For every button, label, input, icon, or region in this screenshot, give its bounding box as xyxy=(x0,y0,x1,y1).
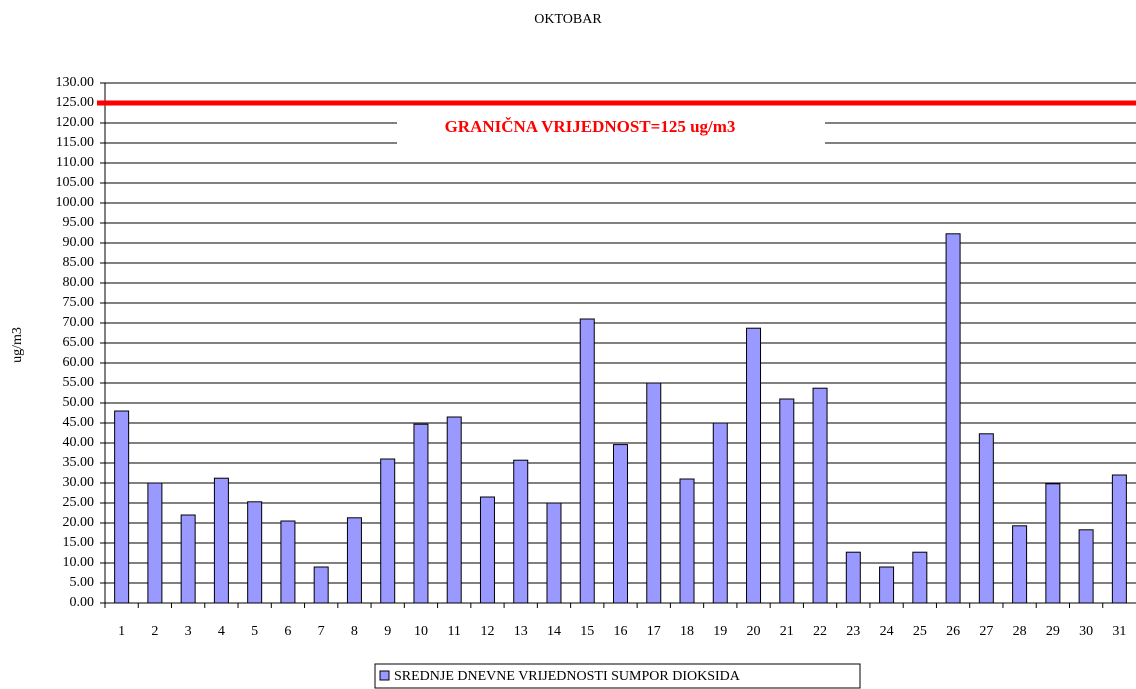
bar xyxy=(180,514,196,604)
x-tick-label: 7 xyxy=(318,624,325,639)
x-tick-label: 26 xyxy=(946,624,960,639)
x-tick-label: 19 xyxy=(713,624,727,639)
bar xyxy=(213,477,229,604)
y-tick-label: 50.00 xyxy=(63,395,95,410)
y-tick-label: 90.00 xyxy=(63,235,95,250)
bar xyxy=(147,482,163,604)
x-tick-label: 18 xyxy=(680,624,694,639)
bar xyxy=(746,327,762,604)
bar xyxy=(1012,525,1028,604)
x-tick-label: 2 xyxy=(151,624,158,639)
y-tick-label: 95.00 xyxy=(63,215,95,230)
bar xyxy=(346,517,362,604)
y-tick-label: 10.00 xyxy=(63,555,95,570)
y-tick-label: 80.00 xyxy=(63,275,95,290)
x-tick-label: 17 xyxy=(647,624,661,639)
bar xyxy=(114,410,130,604)
x-tick-label: 4 xyxy=(218,624,225,639)
y-tick-label: 55.00 xyxy=(63,375,95,390)
bar xyxy=(1078,529,1094,604)
x-tick-label: 13 xyxy=(514,624,528,639)
y-tick-label: 40.00 xyxy=(63,435,95,450)
y-tick-label: 130.00 xyxy=(56,75,95,90)
bar xyxy=(945,233,961,604)
x-tick-label: 6 xyxy=(284,624,291,639)
bar xyxy=(779,398,795,604)
y-tick-label: 115.00 xyxy=(56,135,94,150)
y-tick-label: 75.00 xyxy=(63,295,95,310)
y-tick-label: 105.00 xyxy=(56,175,95,190)
y-tick-label: 85.00 xyxy=(63,255,95,270)
y-tick-label: 70.00 xyxy=(63,315,95,330)
x-tick-label: 20 xyxy=(747,624,761,639)
y-tick-label: 110.00 xyxy=(56,155,94,170)
x-tick-label: 15 xyxy=(580,624,594,639)
y-tick-label: 15.00 xyxy=(63,535,95,550)
bar xyxy=(845,551,861,604)
x-tick-label: 28 xyxy=(1013,624,1027,639)
x-tick-label: 27 xyxy=(979,624,993,639)
x-tick-label: 12 xyxy=(480,624,494,639)
x-tick-label: 21 xyxy=(780,624,794,639)
bar xyxy=(479,496,495,604)
x-tick-label: 10 xyxy=(414,624,428,639)
x-tick-label: 22 xyxy=(813,624,827,639)
bar xyxy=(546,502,562,604)
bar xyxy=(1111,474,1127,604)
x-tick-label: 16 xyxy=(614,624,628,639)
y-tick-label: 60.00 xyxy=(63,355,95,370)
x-tick-label: 14 xyxy=(547,624,561,639)
bar xyxy=(912,551,928,604)
bar xyxy=(879,566,895,604)
y-tick-label: 5.00 xyxy=(70,575,95,590)
bar xyxy=(579,318,595,604)
x-tick-label: 29 xyxy=(1046,624,1060,639)
y-tick-label: 125.00 xyxy=(56,95,95,110)
y-tick-label: 100.00 xyxy=(56,195,95,210)
y-tick-label: 20.00 xyxy=(63,515,95,530)
threshold-label: GRANIČNA VRIJEDNOST=125 ug/m3 xyxy=(445,117,736,136)
bar xyxy=(247,501,263,604)
annotation-bg xyxy=(397,113,825,145)
chart-title: OKTOBAR xyxy=(534,12,602,27)
bar xyxy=(646,382,662,604)
x-tick-label: 23 xyxy=(846,624,860,639)
bar xyxy=(712,422,728,604)
y-axis-label: ug/m3 xyxy=(10,327,25,363)
x-tick-label: 9 xyxy=(384,624,391,639)
bar xyxy=(1045,483,1061,604)
bar xyxy=(280,520,296,604)
bar xyxy=(413,423,429,604)
x-tick-label: 8 xyxy=(351,624,358,639)
y-tick-label: 25.00 xyxy=(63,495,95,510)
y-tick-label: 45.00 xyxy=(63,415,95,430)
x-tick-label: 3 xyxy=(185,624,192,639)
bar xyxy=(313,566,329,604)
x-tick-label: 25 xyxy=(913,624,927,639)
x-tick-label: 11 xyxy=(447,624,460,639)
bar xyxy=(380,458,396,604)
bar xyxy=(513,459,529,604)
x-tick-label: 1 xyxy=(118,624,125,639)
bar xyxy=(446,416,462,604)
legend-box xyxy=(374,663,861,689)
x-tick-label: 30 xyxy=(1079,624,1093,639)
x-tick-label: 31 xyxy=(1112,624,1126,639)
legend-swatch xyxy=(379,670,390,681)
bar xyxy=(812,387,828,604)
bar xyxy=(978,433,994,604)
y-tick-label: 35.00 xyxy=(63,455,95,470)
bar xyxy=(679,478,695,604)
y-tick-label: 0.00 xyxy=(70,595,95,610)
legend-label: SREDNJE DNEVNE VRIJEDNOSTI SUMPOR DIOKSI… xyxy=(394,669,741,684)
x-tick-label: 24 xyxy=(880,624,894,639)
x-tick-label: 5 xyxy=(251,624,258,639)
y-tick-label: 65.00 xyxy=(63,335,95,350)
y-tick-label: 30.00 xyxy=(63,475,95,490)
bar xyxy=(613,444,628,604)
y-tick-label: 120.00 xyxy=(56,115,95,130)
